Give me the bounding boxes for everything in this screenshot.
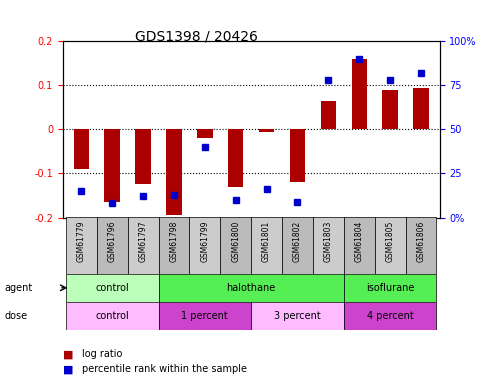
Text: GSM61804: GSM61804	[355, 220, 364, 262]
Text: control: control	[95, 311, 129, 321]
FancyBboxPatch shape	[313, 217, 344, 274]
FancyBboxPatch shape	[220, 217, 251, 274]
FancyBboxPatch shape	[128, 217, 158, 274]
Text: GDS1398 / 20426: GDS1398 / 20426	[135, 30, 258, 44]
Bar	[104, 129, 120, 202]
Bar	[73, 129, 89, 169]
FancyBboxPatch shape	[158, 217, 189, 274]
Text: 3 percent: 3 percent	[274, 311, 321, 321]
Text: GSM61799: GSM61799	[200, 220, 209, 262]
Bar	[135, 129, 151, 184]
FancyBboxPatch shape	[282, 217, 313, 274]
Text: agent: agent	[5, 283, 33, 293]
Bar	[228, 129, 243, 187]
Bar	[290, 129, 305, 182]
FancyBboxPatch shape	[344, 274, 437, 302]
Text: percentile rank within the sample: percentile rank within the sample	[82, 364, 247, 374]
Text: 4 percent: 4 percent	[367, 311, 413, 321]
Text: halothane: halothane	[227, 283, 276, 293]
Text: GSM61797: GSM61797	[139, 220, 148, 262]
Text: control: control	[95, 283, 129, 293]
Bar	[166, 129, 182, 215]
Text: GSM61802: GSM61802	[293, 220, 302, 262]
FancyBboxPatch shape	[375, 217, 406, 274]
Text: isoflurane: isoflurane	[366, 283, 414, 293]
Bar	[259, 129, 274, 132]
Bar	[197, 129, 213, 138]
Text: GSM61801: GSM61801	[262, 220, 271, 262]
FancyBboxPatch shape	[406, 217, 437, 274]
FancyBboxPatch shape	[66, 217, 97, 274]
FancyBboxPatch shape	[251, 217, 282, 274]
FancyBboxPatch shape	[158, 274, 344, 302]
Bar	[321, 101, 336, 129]
FancyBboxPatch shape	[158, 302, 251, 330]
Text: dose: dose	[5, 311, 28, 321]
FancyBboxPatch shape	[97, 217, 128, 274]
FancyBboxPatch shape	[66, 274, 158, 302]
FancyBboxPatch shape	[344, 217, 375, 274]
Text: ■: ■	[63, 364, 73, 374]
FancyBboxPatch shape	[344, 302, 437, 330]
Text: GSM61806: GSM61806	[416, 220, 426, 262]
Bar	[383, 90, 398, 129]
Text: 1 percent: 1 percent	[182, 311, 228, 321]
Bar	[413, 87, 429, 129]
FancyBboxPatch shape	[189, 217, 220, 274]
FancyBboxPatch shape	[66, 302, 158, 330]
Text: ■: ■	[63, 350, 73, 359]
Text: GSM61796: GSM61796	[108, 220, 117, 262]
Bar	[352, 59, 367, 129]
Text: GSM61779: GSM61779	[77, 220, 86, 262]
FancyBboxPatch shape	[251, 302, 344, 330]
Text: GSM61805: GSM61805	[385, 220, 395, 262]
Text: GSM61800: GSM61800	[231, 220, 240, 262]
Text: log ratio: log ratio	[82, 350, 123, 359]
Text: GSM61803: GSM61803	[324, 220, 333, 262]
Text: GSM61798: GSM61798	[170, 220, 178, 262]
